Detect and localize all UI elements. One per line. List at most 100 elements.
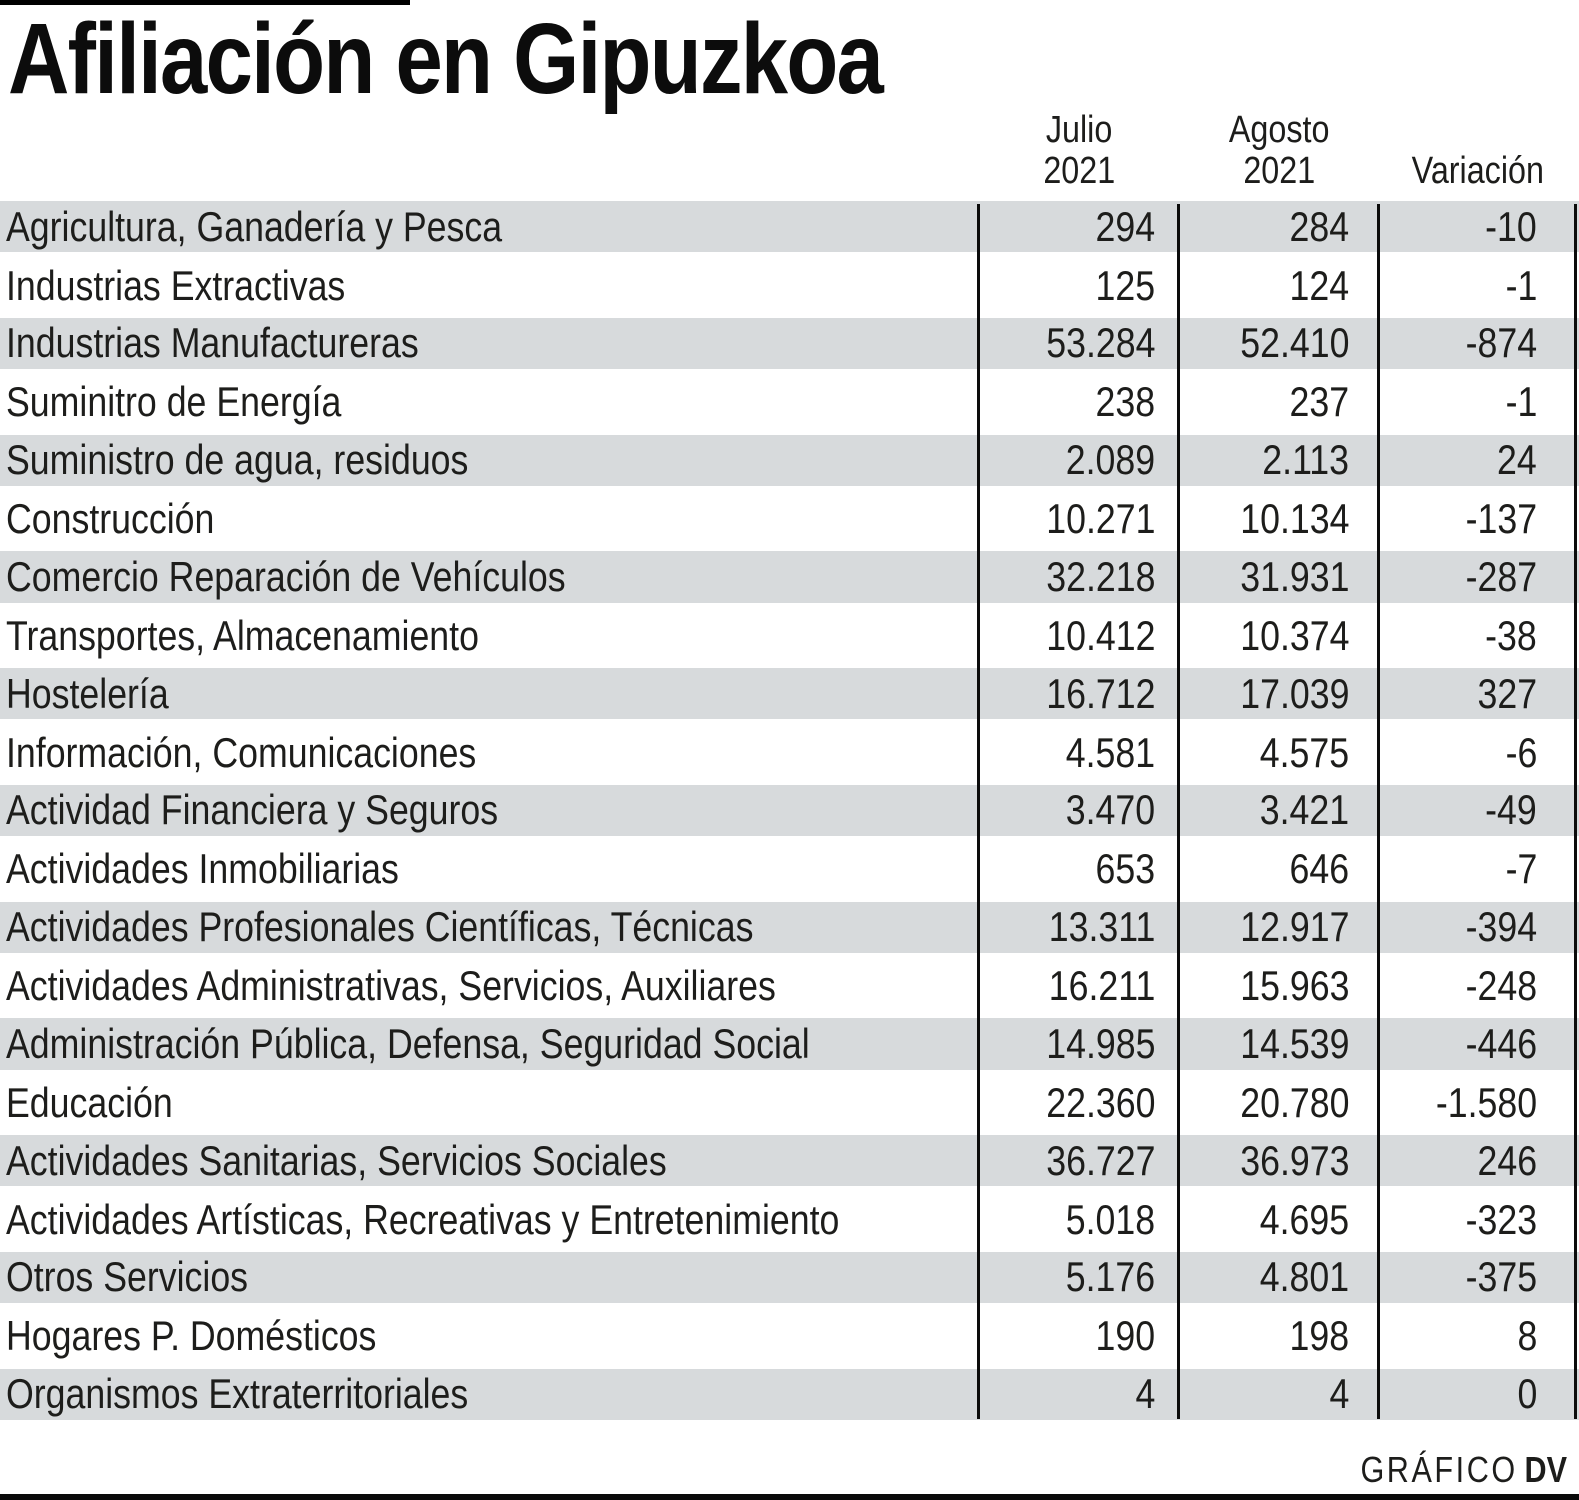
column-header-variacion-text: Variación (1411, 150, 1545, 192)
julio-value: 653 (1095, 845, 1155, 893)
agosto-value-cell: 52.410 (1179, 318, 1379, 369)
sector-label: Construcción (6, 495, 215, 543)
table-row: Construcción 10.271 10.134 -137 (0, 490, 1579, 548)
agosto-value-cell: 4.575 (1179, 723, 1379, 781)
julio-value: 14.985 (1045, 1019, 1155, 1067)
julio-value-cell: 3.470 (979, 785, 1179, 836)
table-row: Hostelería 16.712 17.039 327 (0, 665, 1579, 724)
agosto-value-cell: 4.695 (1179, 1190, 1379, 1248)
variacion-value-cell: 0 (1379, 1369, 1577, 1420)
variacion-value-cell: -38 (1379, 607, 1577, 665)
sector-cell: Industrias Manufactureras (0, 318, 979, 369)
sector-cell: Actividades Profesionales Científicas, T… (0, 902, 979, 953)
agosto-value: 4 (1329, 1370, 1349, 1418)
table-row: Hogares P. Domésticos 190 198 8 (0, 1307, 1579, 1365)
variacion-value: 0 (1517, 1370, 1537, 1418)
agosto-value: 14.539 (1239, 1019, 1349, 1067)
agosto-value-cell: 36.973 (1179, 1135, 1379, 1186)
sector-label: Actividades Sanitarias, Servicios Social… (6, 1136, 667, 1184)
variacion-value: -394 (1465, 903, 1537, 951)
variacion-value-cell: -49 (1379, 785, 1577, 836)
agosto-value: 4.801 (1259, 1253, 1349, 1301)
agosto-value: 15.963 (1239, 962, 1349, 1010)
julio-value: 5.018 (1065, 1195, 1155, 1243)
column-divider-2 (1177, 204, 1180, 1419)
variacion-value: 8 (1517, 1312, 1537, 1360)
agosto-value: 646 (1289, 845, 1349, 893)
julio-value-cell: 4 (979, 1369, 1179, 1420)
top-rule (0, 0, 410, 5)
agosto-value: 3.421 (1259, 786, 1349, 834)
variacion-value-cell: -375 (1379, 1252, 1577, 1303)
table-row: Industrias Manufactureras 53.284 52.410 … (0, 314, 1579, 374)
column-header-agosto-month: Agosto (1228, 109, 1330, 151)
variacion-value: -1.580 (1435, 1078, 1537, 1126)
julio-value: 10.271 (1045, 495, 1155, 543)
sector-label: Hostelería (6, 669, 169, 717)
table-row: Industrias Extractivas 125 124 -1 (0, 256, 1579, 314)
variacion-value-cell: -446 (1379, 1018, 1577, 1069)
table-row: Otros Servicios 5.176 4.801 -375 (0, 1248, 1579, 1308)
agosto-value-cell: 17.039 (1179, 668, 1379, 719)
agosto-value: 4.575 (1259, 728, 1349, 776)
table-header: Julio 2021 Agosto 2021 Variación (0, 106, 1579, 192)
agosto-value: 12.917 (1239, 903, 1349, 951)
column-header-julio: Julio 2021 (979, 110, 1179, 192)
agosto-value: 10.134 (1239, 495, 1349, 543)
julio-value: 238 (1095, 378, 1155, 426)
julio-value: 16.211 (1048, 962, 1155, 1010)
variacion-value: -6 (1505, 728, 1537, 776)
agosto-value-cell: 4 (1179, 1369, 1379, 1420)
sector-label: Organismos Extraterritoriales (6, 1370, 469, 1418)
agosto-value: 4.695 (1259, 1195, 1349, 1243)
affiliation-table: Agricultura, Ganadería y Pesca 294 284 -… (0, 198, 1579, 1424)
table-row: Administración Pública, Defensa, Segurid… (0, 1015, 1579, 1074)
column-header-agosto: Agosto 2021 (1179, 110, 1379, 192)
julio-value: 10.412 (1045, 611, 1155, 659)
agosto-value: 284 (1289, 202, 1349, 250)
julio-value-cell: 5.018 (979, 1190, 1179, 1248)
table-rows: Agricultura, Ganadería y Pesca 294 284 -… (0, 198, 1579, 1424)
variacion-value: -323 (1465, 1195, 1537, 1243)
julio-value: 2.089 (1065, 436, 1155, 484)
sector-cell: Transportes, Almacenamiento (0, 607, 979, 665)
agosto-value-cell: 198 (1179, 1307, 1379, 1365)
agosto-value: 52.410 (1239, 319, 1349, 367)
agosto-value: 20.780 (1239, 1078, 1349, 1126)
column-divider-3 (1377, 204, 1380, 1419)
sector-label: Administración Pública, Defensa, Segurid… (6, 1019, 810, 1067)
agosto-value: 237 (1289, 378, 1349, 426)
julio-value-cell: 32.218 (979, 551, 1179, 602)
table-row: Organismos Extraterritoriales 4 4 0 (0, 1365, 1579, 1424)
variacion-value-cell: -1 (1379, 256, 1577, 314)
julio-value: 16.712 (1045, 669, 1155, 717)
agosto-value: 36.973 (1239, 1136, 1349, 1184)
column-divider-4 (1574, 204, 1577, 1419)
agosto-value-cell: 10.374 (1179, 607, 1379, 665)
sector-cell: Industrias Extractivas (0, 256, 979, 314)
column-header-julio-year: 2021 (1043, 150, 1115, 192)
julio-value-cell: 22.360 (979, 1074, 1179, 1132)
variacion-value: 246 (1477, 1136, 1537, 1184)
julio-value-cell: 190 (979, 1307, 1179, 1365)
sector-label: Actividad Financiera y Seguros (6, 786, 499, 834)
variacion-value-cell: -394 (1379, 902, 1577, 953)
variacion-value-cell: -7 (1379, 840, 1577, 898)
agosto-value: 10.374 (1239, 611, 1349, 659)
sector-cell: Administración Pública, Defensa, Segurid… (0, 1018, 979, 1069)
variacion-value-cell: 246 (1379, 1135, 1577, 1186)
variacion-value-cell: 8 (1379, 1307, 1577, 1365)
agosto-value-cell: 646 (1179, 840, 1379, 898)
variacion-value: -137 (1465, 495, 1537, 543)
column-header-julio-month: Julio (1045, 109, 1113, 151)
table-row: Información, Comunicaciones 4.581 4.575 … (0, 723, 1579, 781)
sector-label: Información, Comunicaciones (6, 728, 477, 776)
variacion-value-cell: -137 (1379, 490, 1577, 548)
julio-value-cell: 5.176 (979, 1252, 1179, 1303)
sector-cell: Organismos Extraterritoriales (0, 1369, 979, 1420)
table-row: Actividad Financiera y Seguros 3.470 3.4… (0, 781, 1579, 841)
agosto-value-cell: 15.963 (1179, 957, 1379, 1015)
variacion-value: -446 (1465, 1019, 1537, 1067)
julio-value-cell: 10.412 (979, 607, 1179, 665)
